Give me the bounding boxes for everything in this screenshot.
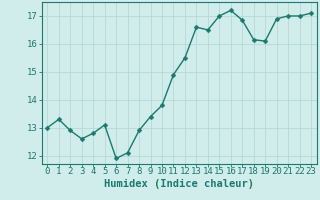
X-axis label: Humidex (Indice chaleur): Humidex (Indice chaleur) — [104, 179, 254, 189]
